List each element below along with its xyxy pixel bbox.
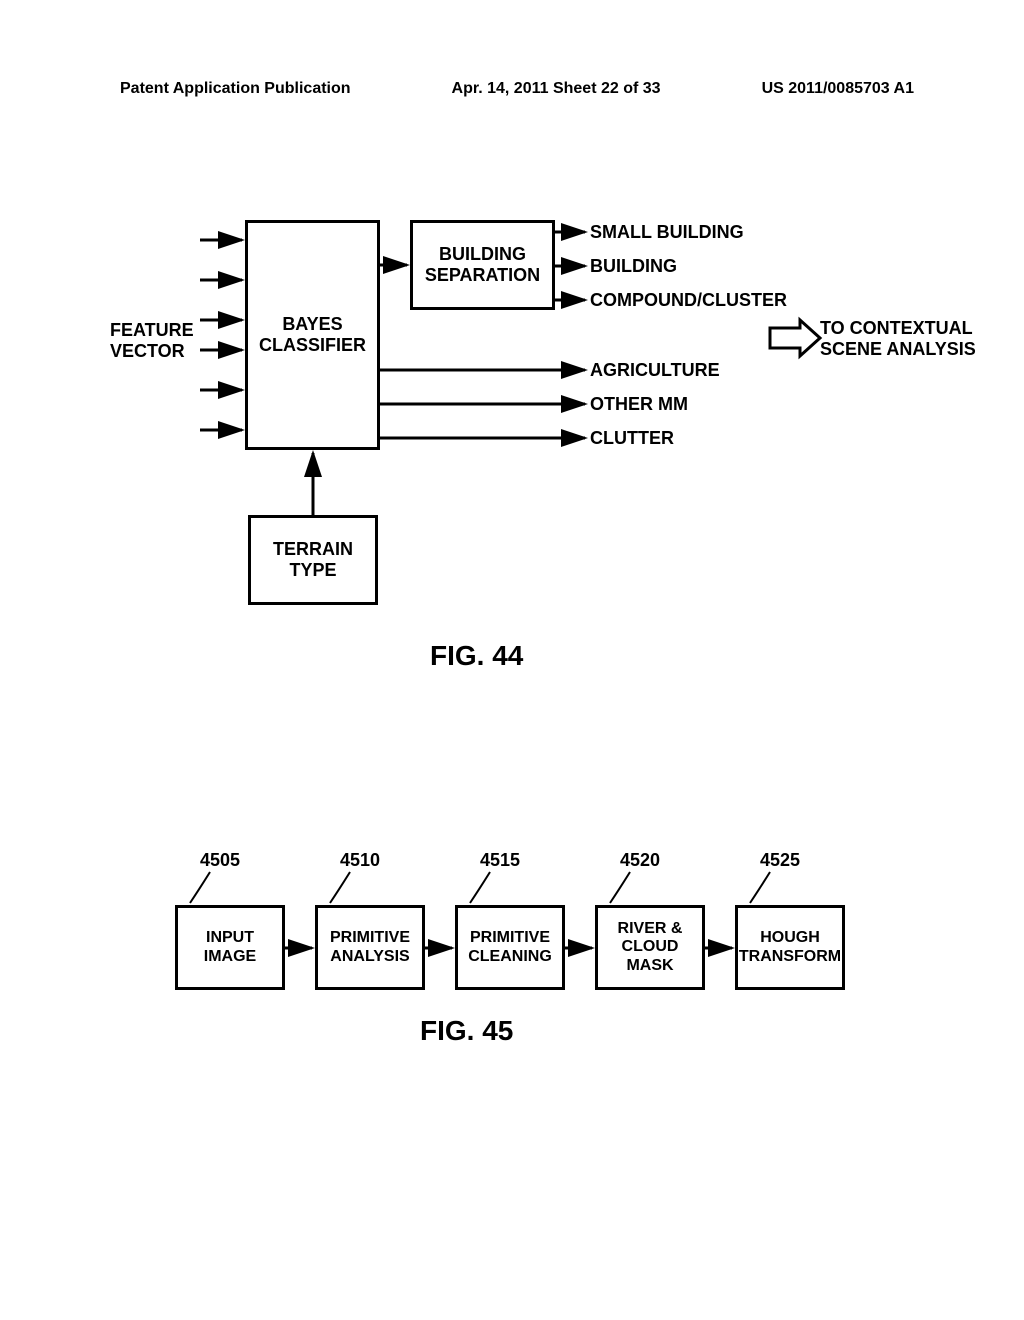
fig45-arrows [0, 830, 1024, 1090]
header-center: Apr. 14, 2011 Sheet 22 of 33 [452, 80, 661, 98]
fig44-caption: FIG. 44 [430, 640, 523, 672]
figure-45: 4505 4510 4515 4520 4525 INPUT IMAGE PRI… [0, 830, 1024, 1090]
fig45-caption: FIG. 45 [420, 1015, 513, 1047]
fig44-arrows [0, 180, 1024, 660]
page-header: Patent Application Publication Apr. 14, … [0, 80, 1024, 98]
patent-page: Patent Application Publication Apr. 14, … [0, 0, 1024, 1320]
figure-44: FEATURE VECTOR BAYES CLASSIFIER BUILDING… [0, 180, 1024, 660]
header-right: US 2011/0085703 A1 [762, 80, 914, 98]
header-left: Patent Application Publication [120, 80, 351, 98]
